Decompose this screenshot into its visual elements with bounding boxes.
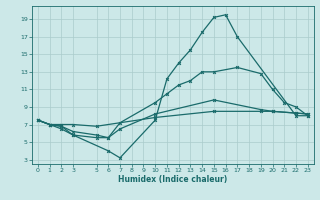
X-axis label: Humidex (Indice chaleur): Humidex (Indice chaleur)	[118, 175, 228, 184]
